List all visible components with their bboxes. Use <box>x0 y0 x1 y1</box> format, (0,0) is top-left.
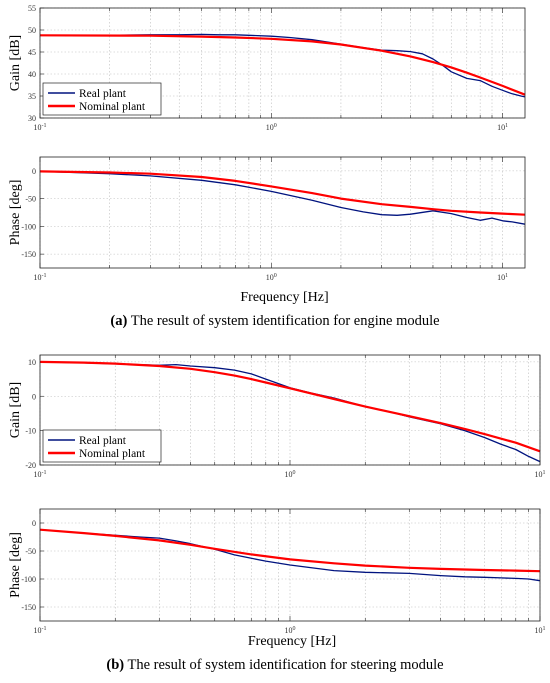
y-tick-label: -50 <box>25 195 36 204</box>
y-axis-label: Gain [dB] <box>8 35 23 91</box>
x-tick-base: 10 <box>266 123 274 132</box>
y-tick-label: -150 <box>21 603 36 612</box>
plot-frame <box>39 354 541 466</box>
x-tick-exponent: -1 <box>42 273 47 279</box>
x-tick-label: 100 <box>285 626 296 635</box>
x-tick-base: 10 <box>285 470 293 479</box>
caption-b-letter: (b) <box>106 657 125 673</box>
caption-a: (a) The result of system identification … <box>0 313 550 330</box>
legend-box <box>42 429 162 463</box>
x-tick-exponent: 1 <box>505 123 508 129</box>
y-axis-label: Phase [deg] <box>8 532 23 598</box>
series-real-plant <box>39 529 541 582</box>
series-nominal-plant <box>39 528 541 573</box>
y-tick-label: -50 <box>25 547 36 556</box>
legend-entry: Real plant <box>79 435 127 447</box>
x-tick-base: 10 <box>34 626 42 635</box>
series-nominal-plant <box>39 360 541 453</box>
legend-entry: Nominal plant <box>79 448 146 460</box>
y-tick-label: -100 <box>21 575 36 584</box>
x-tick-exponent: -1 <box>42 123 47 129</box>
y-tick-label: 10 <box>28 358 36 367</box>
y-tick-label: 0 <box>32 519 36 528</box>
x-tick-label: 100 <box>266 123 277 132</box>
x-tick-label: 101 <box>535 470 546 479</box>
x-tick-label: 101 <box>497 273 508 282</box>
x-tick-label: 10-1 <box>34 273 47 282</box>
plot-frame <box>39 7 526 119</box>
x-tick-label: 10-1 <box>34 470 47 479</box>
y-tick-label: -150 <box>21 250 36 259</box>
x-tick-label: 100 <box>285 470 296 479</box>
y-tick-label: 0 <box>32 167 36 176</box>
series-nominal-plant <box>39 170 526 216</box>
y-tick-label: 40 <box>28 70 36 79</box>
x-tick-base: 10 <box>34 123 42 132</box>
x-tick-label: 10-1 <box>34 626 47 635</box>
caption-b-text: The result of system identification for … <box>127 657 444 673</box>
y-axis-label: Phase [deg] <box>8 180 23 246</box>
x-tick-exponent: 0 <box>274 273 277 279</box>
x-tick-exponent: 0 <box>293 470 296 476</box>
plot-frame <box>39 508 541 622</box>
x-tick-base: 10 <box>497 123 505 132</box>
x-tick-exponent: 1 <box>505 273 508 279</box>
y-axis-label: Gain [dB] <box>8 382 23 438</box>
x-tick-base: 10 <box>34 470 42 479</box>
caption-b: (b) The result of system identification … <box>0 657 550 674</box>
legend-entry: Real plant <box>79 88 127 100</box>
series-nominal-plant <box>39 34 526 96</box>
x-tick-exponent: 1 <box>543 470 546 476</box>
x-tick-base: 10 <box>266 273 274 282</box>
x-tick-base: 10 <box>497 273 505 282</box>
y-tick-label: 55 <box>28 4 36 13</box>
y-tick-label: 30 <box>28 114 36 123</box>
x-tick-base: 10 <box>34 273 42 282</box>
x-axis-label: Frequency [Hz] <box>248 634 336 649</box>
x-tick-exponent: -1 <box>42 626 47 632</box>
y-tick-label: -20 <box>25 461 36 470</box>
x-tick-label: 101 <box>535 626 546 635</box>
legend-entry: Nominal plant <box>79 101 146 113</box>
x-tick-label: 101 <box>497 123 508 132</box>
x-axis-label: Frequency [Hz] <box>240 290 328 305</box>
y-tick-label: 50 <box>28 26 36 35</box>
grid-lines <box>39 509 541 621</box>
x-tick-label: 10-1 <box>34 123 47 132</box>
x-tick-exponent: 1 <box>543 626 546 632</box>
x-tick-base: 10 <box>535 626 543 635</box>
plot-frame <box>39 156 526 269</box>
y-tick-label: 35 <box>28 92 36 101</box>
caption-a-text: The result of system identification for … <box>130 313 440 329</box>
x-tick-base: 10 <box>285 626 293 635</box>
x-tick-base: 10 <box>535 470 543 479</box>
y-tick-label: -10 <box>25 427 36 436</box>
y-tick-label: 45 <box>28 48 36 57</box>
caption-a-letter: (a) <box>110 313 128 329</box>
y-tick-label: -100 <box>21 222 36 231</box>
y-tick-label: 0 <box>32 392 36 401</box>
x-tick-exponent: 0 <box>274 123 277 129</box>
series-real-plant <box>39 170 526 225</box>
legend-box <box>42 82 162 116</box>
x-tick-label: 100 <box>266 273 277 282</box>
x-tick-exponent: -1 <box>42 470 47 476</box>
x-tick-exponent: 0 <box>293 626 296 632</box>
